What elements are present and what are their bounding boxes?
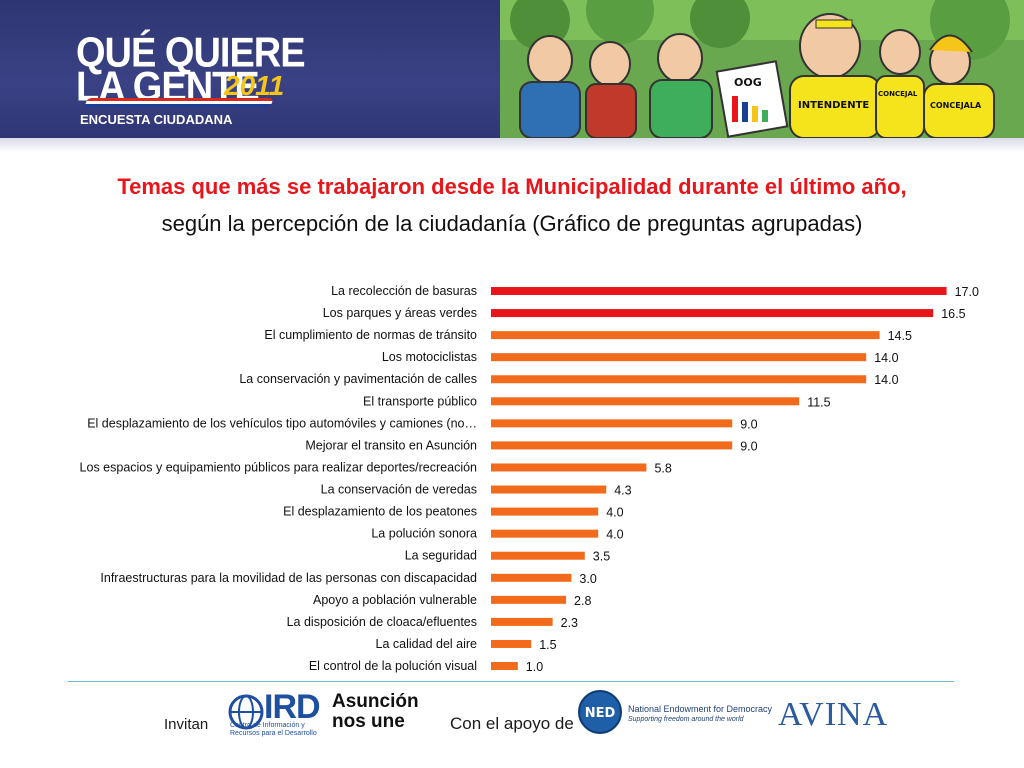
value-label: 14.0 xyxy=(874,373,898,387)
cartoon-sign-oog: OOG xyxy=(734,76,762,89)
category-label: Los parques y áreas verdes xyxy=(323,306,477,320)
bar xyxy=(491,507,599,516)
bar xyxy=(491,573,572,582)
value-label: 4.0 xyxy=(606,528,623,542)
invite-label: Invitan xyxy=(164,716,209,733)
category-label: Los espacios y equipamiento públicos par… xyxy=(80,460,477,474)
bar xyxy=(491,331,880,340)
cartoon-sign-concejala: CONCEJALA xyxy=(930,101,982,110)
value-label: 11.5 xyxy=(807,395,830,409)
category-label: El transporte público xyxy=(363,394,477,408)
value-label: 1.0 xyxy=(526,660,543,674)
value-label: 9.0 xyxy=(740,439,757,453)
value-label: 1.5 xyxy=(539,638,556,652)
value-label: 14.5 xyxy=(888,329,912,343)
category-label: El desplazamiento de los vehículos tipo … xyxy=(87,416,477,430)
bar xyxy=(491,287,947,295)
category-label: La recolección de basuras xyxy=(331,284,477,298)
bar xyxy=(491,551,585,560)
value-label: 9.0 xyxy=(740,417,757,431)
crowd-cartoon-illustration: OOG INTENDENTE CONCEJALA CONCEJAL xyxy=(500,0,1024,138)
value-label: 5.8 xyxy=(654,461,671,475)
asuncion-nos-une-logo: Asunción nos une xyxy=(332,692,419,732)
ned-circle-logo: NED xyxy=(578,690,622,734)
category-label: La polución sonora xyxy=(371,527,477,541)
value-label: 17.0 xyxy=(955,285,979,299)
cartoon-sign-concejal: CONCEJAL xyxy=(878,90,918,98)
footer-divider xyxy=(68,681,954,682)
category-label: La conservación de veredas xyxy=(321,483,477,497)
banner-shadow xyxy=(0,138,1024,152)
bar xyxy=(491,353,867,362)
bar xyxy=(491,529,599,538)
bar xyxy=(491,639,532,648)
category-label: El cumplimiento de normas de tránsito xyxy=(264,328,477,342)
horizontal-bar-chart: La recolección de basuras 17.0 Los parques… xyxy=(80,284,979,674)
avina-logo: AVINA xyxy=(778,696,889,733)
chart-title-line1: Temas que más se trabajaron desde la Mun… xyxy=(117,174,907,199)
bar xyxy=(491,441,733,450)
paraguay-flag-stripe xyxy=(84,98,274,107)
chart-title-line2: según la percepción de la ciudadanía (Gr… xyxy=(161,211,863,236)
value-label: 16.5 xyxy=(941,307,965,321)
cartoon-sign-intendente: INTENDENTE xyxy=(798,100,869,111)
ned-name: National Endowment for Democracy xyxy=(628,704,773,714)
ird-globe-icon xyxy=(228,694,264,730)
value-label: 3.0 xyxy=(579,572,596,586)
bar xyxy=(491,463,647,472)
ned-short-label: NED xyxy=(585,706,616,721)
ned-tagline: Supporting freedom around the world xyxy=(628,716,744,723)
asuncion-logo-line1: Asunción xyxy=(332,691,419,712)
category-label: Infraestructuras para la movilidad de la… xyxy=(100,571,477,585)
category-label: El control de la polución visual xyxy=(309,659,477,673)
category-label: Apoyo a población vulnerable xyxy=(313,593,477,607)
category-label: Mejorar el transito en Asunción xyxy=(305,438,477,452)
bar xyxy=(491,375,867,384)
value-label: 3.5 xyxy=(593,550,610,564)
header-banner: QUÉ QUIERE LA GENTE 2011 ENCUESTA CIUDAD… xyxy=(0,0,1024,138)
logo-subtitle: ENCUESTA CIUDADANA xyxy=(80,112,233,127)
asuncion-logo-line2: nos une xyxy=(332,711,405,732)
bar xyxy=(491,397,800,406)
category-label: La calidad del aire xyxy=(376,637,478,651)
bar xyxy=(491,595,567,604)
value-label: 14.0 xyxy=(874,351,898,365)
value-label: 2.3 xyxy=(561,616,578,630)
value-label: 4.3 xyxy=(614,484,631,498)
bar xyxy=(491,485,607,494)
support-label: Con el apoyo de xyxy=(450,714,574,733)
category-label: La seguridad xyxy=(405,549,477,563)
bar xyxy=(491,617,553,626)
category-label: Los motociclistas xyxy=(382,350,477,364)
bar xyxy=(491,419,733,428)
category-label: La conservación y pavimentación de calle… xyxy=(239,372,477,386)
bar xyxy=(491,662,518,671)
logo-year: 2011 xyxy=(224,70,285,101)
ird-logo-name: IRD xyxy=(264,688,321,726)
logo-title-line1: QUÉ QUIERE xyxy=(76,30,306,77)
ird-logo-subtitle: Centro de Información y Recursos para el… xyxy=(230,722,317,737)
value-label: 2.8 xyxy=(574,594,591,608)
value-label: 4.0 xyxy=(606,506,623,520)
bar xyxy=(491,309,934,318)
category-label: El desplazamiento de los peatones xyxy=(283,505,477,519)
category-label: La disposición de cloaca/efluentes xyxy=(287,615,477,629)
